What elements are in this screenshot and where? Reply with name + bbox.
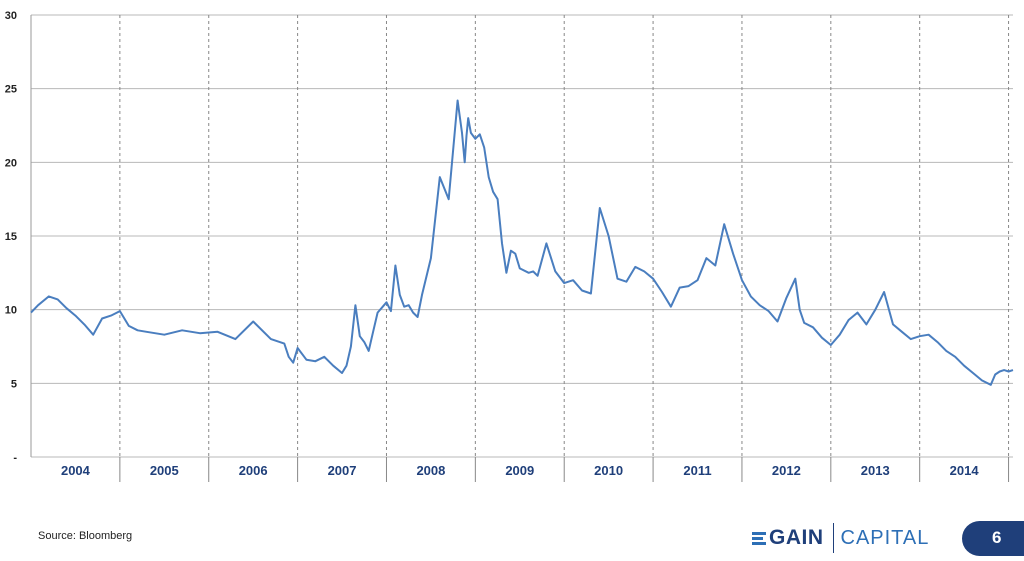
page-number: 6	[992, 528, 1002, 547]
x-tick-label: 2013	[861, 463, 890, 478]
series-layer	[30, 99, 1014, 386]
y-tick-label: 15	[5, 231, 17, 243]
x-tick-label: 2014	[950, 463, 980, 478]
source-note: Source: Bloomberg	[38, 530, 133, 542]
x-tick-label: 2006	[239, 463, 268, 478]
grid-layer	[31, 14, 1013, 458]
x-tick-label: 2011	[683, 463, 711, 478]
line-chart: - 5 10 15 20 25 30 2004 2005 2006 2007 2008 2009 2010…	[5, 10, 1014, 482]
x-tick-label: 2004	[61, 463, 91, 478]
y-tick-label: 25	[5, 84, 17, 96]
gain-capital-logo: GAIN CAPITAL	[752, 522, 929, 554]
x-tick-label: 2008	[416, 463, 445, 478]
logo-divider	[832, 523, 834, 553]
y-tick-label: 10	[5, 305, 17, 317]
y-tick-label: 20	[5, 157, 17, 169]
logo-word-capital: CAPITAL	[840, 526, 930, 549]
logo-stripes-icon	[752, 531, 766, 545]
x-tick-label: 2005	[150, 463, 179, 478]
y-tick-label: 5	[11, 378, 17, 390]
y-tick-label: 30	[5, 10, 17, 22]
y-tick-label: -	[13, 452, 17, 464]
page-number-tab: 6	[962, 521, 1024, 556]
series-line	[30, 99, 1014, 386]
logo-word-gain: GAIN	[769, 526, 824, 549]
x-tick-label: 2012	[772, 463, 801, 478]
axis-layer: - 5 10 15 20 25 30 2004 2005 2006 2007 2008 2009 2010…	[5, 10, 1010, 482]
x-tick-label: 2010	[594, 463, 623, 478]
x-tick-label: 2007	[328, 463, 357, 478]
x-tick-label: 2009	[505, 463, 534, 478]
